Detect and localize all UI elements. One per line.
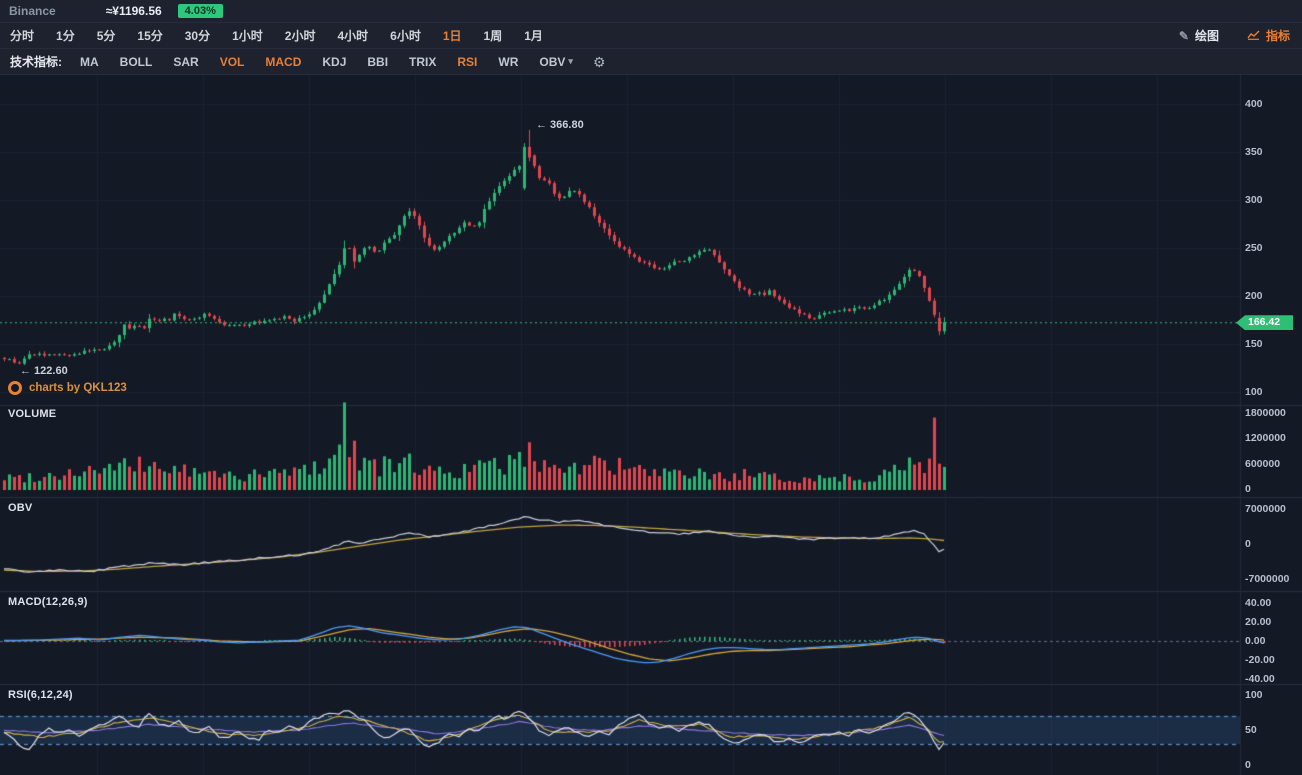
price-cny-value: ≈¥1196.56 [105, 4, 162, 18]
indicator-item-vol[interactable]: VOL [220, 55, 245, 69]
y-axis-label-rsi-1: 50 [1245, 724, 1257, 736]
indicator-item-bbi[interactable]: BBI [367, 55, 388, 69]
indicator-tool-button[interactable]: 指标 [1247, 27, 1290, 44]
change-percent-badge: 4.03% [177, 4, 223, 18]
indicator-item-label: OBV [539, 54, 566, 69]
y-axis-label-rsi-2: 0 [1245, 759, 1251, 771]
indicator-item-label: BBI [367, 54, 389, 69]
volume-panel-title: VOLUME [8, 408, 57, 420]
indicator-item-wr[interactable]: WR [498, 55, 518, 69]
y-axis-label-main-2: 300 [1245, 194, 1263, 206]
timeframe-tab-3[interactable]: 15分 [137, 29, 163, 43]
y-axis-label-obv-2: -7000000 [1245, 573, 1290, 585]
indicator-item-rsi[interactable]: RSI [457, 55, 477, 69]
y-axis-label-macd-3: -20.00 [1245, 654, 1275, 666]
y-axis-label-main-0: 400 [1245, 98, 1263, 110]
y-axis-label-main-5: 150 [1245, 338, 1263, 350]
y-axis-label-macd-2: 0.00 [1245, 635, 1266, 647]
indicator-item-boll[interactable]: BOLL [120, 55, 153, 69]
draw-tool-button[interactable]: ✎ 绘图 [1179, 27, 1219, 44]
macd-panel-title: MACD(12,26,9) [8, 596, 88, 608]
indicator-item-obv[interactable]: OBV ▾ [539, 55, 573, 69]
indicator-item-sar[interactable]: SAR [173, 55, 198, 69]
chart-line-icon [1247, 30, 1260, 42]
indicator-item-label: RSI [457, 54, 478, 69]
y-axis-label-main-4: 200 [1245, 290, 1263, 302]
indicator-tool-label: 指标 [1265, 29, 1290, 43]
y-axis-label-main-1: 350 [1245, 146, 1263, 158]
indicator-item-label: SAR [173, 54, 199, 69]
indicator-item-label: VOL [219, 54, 245, 69]
y-axis-label-main-6: 100 [1245, 386, 1263, 398]
chart-canvas[interactable] [0, 75, 1302, 775]
y-axis-label-volume-1: 1200000 [1245, 432, 1286, 444]
timeframe-tab-9[interactable]: 1日 [442, 29, 462, 43]
y-axis-label-rsi-0: 100 [1245, 689, 1263, 701]
timeframe-tab-1[interactable]: 1分 [56, 29, 75, 43]
timeframe-tab-2[interactable]: 5分 [96, 29, 116, 43]
timeframe-tab-10[interactable]: 1周 [483, 29, 503, 43]
y-axis-label-main-3: 250 [1245, 242, 1263, 254]
timeframe-tab-11[interactable]: 1月 [524, 29, 543, 43]
high-price-annotation: ← 366.80 [536, 119, 584, 131]
timeframe-tabs: 分时 1分 5分 15分 30分 1小时 2小时 4小时 6小时 1日 1周 1月 [10, 27, 543, 44]
settings-gear-icon[interactable]: ⚙ [592, 53, 606, 70]
y-axis-label-macd-0: 40.00 [1245, 597, 1272, 609]
pencil-icon: ✎ [1178, 28, 1189, 43]
y-axis-label-obv-0: 7000000 [1245, 503, 1286, 515]
y-axis-label-volume-2: 600000 [1245, 458, 1281, 470]
timeframe-tab-4[interactable]: 30分 [184, 29, 211, 43]
indicator-item-label: MA [80, 54, 99, 69]
watermark: charts by QKL123 [8, 381, 127, 395]
obv-panel-title: OBV [8, 502, 33, 514]
timeframe-tab-8[interactable]: 6小时 [390, 29, 421, 43]
low-price-annotation: ← 122.60 [20, 365, 68, 377]
indicator-item-macd[interactable]: MACD [265, 55, 301, 69]
draw-tool-label: 绘图 [1194, 29, 1219, 43]
y-axis-label-macd-4: -40.00 [1245, 673, 1275, 685]
indicator-bar: 技术指标: MA BOLL SAR VOL MACD KDJ BBI TRIX RSI WR OBV… [0, 49, 1302, 75]
y-axis-label-macd-1: 20.00 [1245, 616, 1272, 628]
rsi-panel-title: RSI(6,12,24) [8, 689, 73, 701]
indicator-items: MA BOLL SAR VOL MACD KDJ BBI TRIX RSI WR OBV ▾ [80, 55, 573, 69]
chart-area: ← 366.80 ← 122.60 charts by QKL123 VOLUM… [0, 75, 1302, 775]
timeframe-tab-5[interactable]: 1小时 [232, 29, 263, 43]
indicator-item-kdj[interactable]: KDJ [322, 55, 346, 69]
y-axis-label-volume-3: 0 [1245, 483, 1251, 495]
timeframe-tab-6[interactable]: 2小时 [284, 29, 316, 43]
symbol-header: Binance ≈¥1196.56 4.03% [0, 0, 1302, 22]
indicator-bar-label: 技术指标: [10, 55, 62, 69]
last-price-tag: 166.42 [1236, 315, 1293, 331]
indicator-item-label: MACD [265, 54, 302, 69]
indicator-item-label: WR [498, 54, 519, 69]
qkl123-logo-icon [8, 381, 22, 395]
watermark-text: charts by QKL123 [29, 382, 127, 394]
obv-dropdown-caret[interactable]: ▾ [568, 56, 573, 66]
timeframe-tab-0[interactable]: 分时 [10, 29, 35, 43]
y-axis-label-obv-1: 0 [1245, 538, 1251, 550]
indicator-item-label: BOLL [119, 54, 153, 69]
indicator-item-ma[interactable]: MA [80, 55, 99, 69]
indicator-item-label: TRIX [409, 54, 437, 69]
exchange-name[interactable]: Binance [9, 4, 56, 18]
timeframe-bar: 分时 1分 5分 15分 30分 1小时 2小时 4小时 6小时 1日 1周 1月 ✎ 绘图 指标 [0, 22, 1302, 49]
chart-tools: ✎ 绘图 指标 [1179, 27, 1290, 44]
indicator-item-trix[interactable]: TRIX [409, 55, 436, 69]
indicator-item-label: KDJ [322, 54, 347, 69]
timeframe-tab-7[interactable]: 4小时 [337, 29, 369, 43]
y-axis-label-volume-0: 1800000 [1245, 407, 1286, 419]
